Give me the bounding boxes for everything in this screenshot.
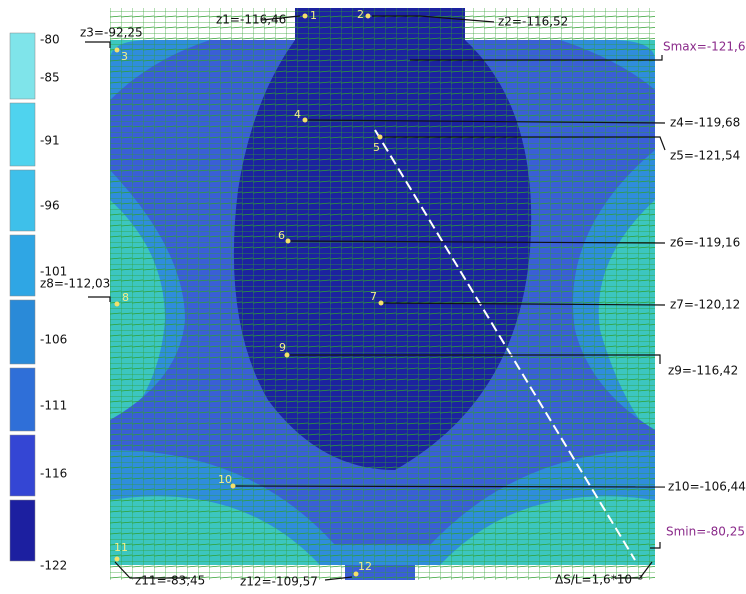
point-dot: [379, 301, 384, 306]
legend-label: -91: [40, 134, 60, 148]
point-dot: [286, 239, 291, 244]
legend-label: -116: [40, 467, 67, 481]
legend-label: -80: [40, 33, 60, 47]
point-number: 5: [373, 141, 380, 154]
point-number: 1: [310, 9, 317, 22]
point-number: 10: [218, 473, 232, 486]
legend-swatch: [10, 500, 35, 561]
legend: -80-85-91-96-101-106-111-116-122: [10, 33, 67, 573]
contour-field: [110, 8, 655, 580]
point-label: z12=-109,57: [240, 575, 318, 589]
legend-label: -122: [40, 559, 67, 573]
point-dot: [115, 48, 120, 53]
point-dot: [115, 302, 120, 307]
point-number: 11: [114, 541, 128, 554]
point-dot: [378, 135, 383, 140]
point-dot: [303, 14, 308, 19]
point-number: 9: [279, 341, 286, 354]
settlement-plot: -80-85-91-96-101-106-111-116-122 1z1=-11…: [0, 0, 746, 594]
point-dot: [303, 118, 308, 123]
legend-swatch: [10, 435, 35, 496]
legend-label: -96: [40, 199, 60, 213]
legend-swatch: [10, 300, 35, 364]
legend-label: -106: [40, 333, 67, 347]
point-label: z2=-116,52: [498, 15, 568, 29]
point-number: 8: [122, 291, 129, 304]
legend-swatch: [10, 368, 35, 431]
point-label: z11=-83,45: [135, 574, 205, 588]
leader-line: [85, 42, 110, 48]
point-number: 7: [370, 290, 377, 303]
point-number: 3: [121, 50, 128, 63]
legend-label: -85: [40, 71, 60, 85]
slope-label: ΔS/L=1,6*10⁻³: [555, 573, 643, 587]
legend-swatch: [10, 170, 35, 231]
point-label: z10=-106,44: [668, 480, 746, 494]
point-label: z9=-116,42: [668, 364, 738, 378]
point-dot: [366, 14, 371, 19]
point-number: 6: [278, 229, 285, 242]
point-number: 2: [357, 8, 364, 21]
point-number: 12: [358, 560, 372, 573]
leader-line: [88, 297, 110, 302]
smin-label: Smin=-80,25: [666, 525, 745, 539]
legend-label: -111: [40, 399, 67, 413]
point-dot: [115, 557, 120, 562]
smax-label: Smax=-121,68: [663, 40, 746, 54]
point-number: 4: [294, 108, 301, 121]
point-label: z3=-92,25: [80, 26, 143, 40]
point-label: z6=-119,16: [670, 236, 740, 250]
legend-swatch: [10, 235, 35, 296]
point-label: z5=-121,54: [670, 149, 740, 163]
point-label: z1=-116,46: [216, 13, 286, 27]
point-label: z7=-120,12: [670, 298, 740, 312]
point-label: z8=-112,03: [40, 277, 110, 291]
legend-swatch: [10, 103, 35, 166]
mesh: [110, 8, 655, 580]
legend-swatch: [10, 33, 35, 99]
point-label: z4=-119,68: [670, 116, 740, 130]
